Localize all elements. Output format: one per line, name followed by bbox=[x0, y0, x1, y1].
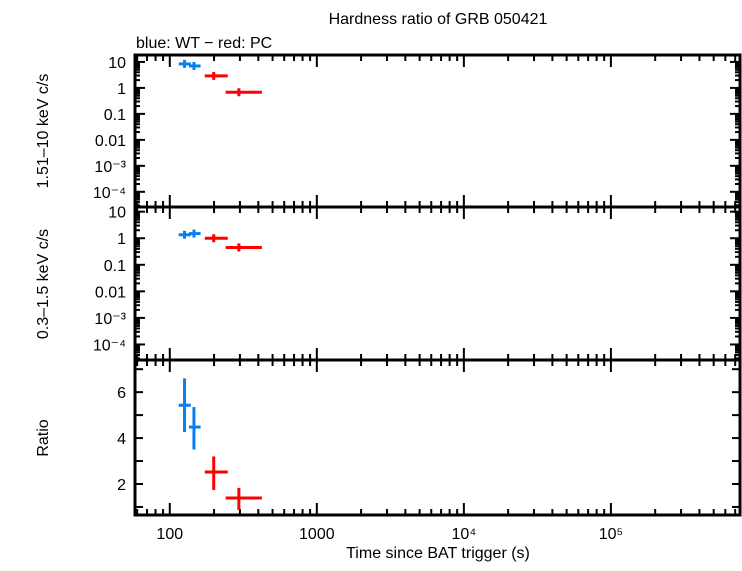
bottom-ylabel: Ratio bbox=[35, 419, 52, 456]
top-ytick-label: 0.01 bbox=[95, 133, 126, 150]
middle-ytick-label: 10 bbox=[108, 205, 126, 222]
bottom-ytick-label: 4 bbox=[117, 431, 126, 448]
top-panel-frame bbox=[133, 53, 742, 209]
xtick-label: 1000 bbox=[299, 526, 335, 543]
middle-ytick-label: 10⁻⁴ bbox=[93, 337, 126, 354]
chart-subtitle: blue: WT − red: PC bbox=[136, 35, 272, 52]
middle-ytick-label: 10⁻³ bbox=[94, 311, 126, 328]
bottom-panel-frame bbox=[133, 358, 742, 517]
middle-ytick-label: 0.01 bbox=[95, 284, 126, 301]
top-ytick-label: 10⁻³ bbox=[94, 159, 126, 176]
top-ytick-label: 0.1 bbox=[104, 107, 126, 124]
middle-ytick-label: 0.1 bbox=[104, 258, 126, 275]
top-ylabel: 1.51–10 keV c/s bbox=[35, 74, 52, 189]
xtick-label: 10⁵ bbox=[599, 526, 623, 543]
top-ytick-label: 1 bbox=[117, 81, 126, 98]
bottom-ytick-label: 6 bbox=[117, 385, 126, 402]
xtick-label: 100 bbox=[156, 526, 183, 543]
top-ytick-label: 10 bbox=[108, 55, 126, 72]
x-axis-label: Time since BAT trigger (s) bbox=[346, 545, 530, 562]
middle-ylabel: 0.3–1.5 keV c/s bbox=[35, 229, 52, 339]
top-ytick-label: 10⁻⁴ bbox=[93, 185, 126, 202]
chart-title: Hardness ratio of GRB 050421 bbox=[329, 11, 548, 28]
middle-panel-frame bbox=[133, 205, 742, 362]
xtick-label: 10⁴ bbox=[452, 526, 477, 543]
bottom-ytick-label: 2 bbox=[117, 477, 126, 494]
middle-ytick-label: 1 bbox=[117, 231, 126, 248]
